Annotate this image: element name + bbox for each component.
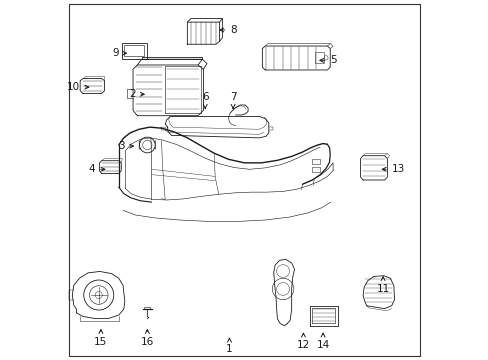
Bar bbox=[312, 158, 319, 164]
Text: 12: 12 bbox=[296, 333, 309, 350]
Bar bbox=[124, 45, 144, 57]
Text: 8: 8 bbox=[219, 25, 236, 35]
Bar bbox=[312, 167, 319, 172]
Text: 3: 3 bbox=[118, 141, 133, 151]
Text: 16: 16 bbox=[141, 330, 154, 347]
Text: 14: 14 bbox=[316, 333, 329, 350]
Text: 11: 11 bbox=[376, 277, 389, 294]
Bar bbox=[315, 53, 323, 63]
Text: 2: 2 bbox=[129, 89, 144, 99]
Text: 9: 9 bbox=[112, 48, 126, 58]
Text: 15: 15 bbox=[94, 330, 107, 347]
Bar bbox=[122, 43, 146, 59]
Text: 1: 1 bbox=[226, 338, 232, 354]
Text: 4: 4 bbox=[88, 164, 105, 174]
Text: 5: 5 bbox=[319, 55, 336, 65]
Text: 13: 13 bbox=[382, 164, 404, 174]
Text: 7: 7 bbox=[229, 92, 236, 108]
Text: 10: 10 bbox=[67, 82, 89, 92]
Text: 6: 6 bbox=[202, 92, 208, 108]
